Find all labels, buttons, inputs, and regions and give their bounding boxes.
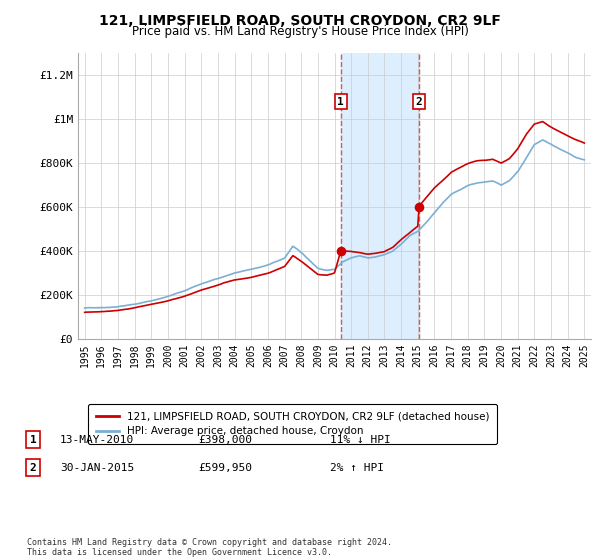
Point (336, 247, 346, 256)
Text: 1: 1 (29, 435, 37, 445)
Text: 1: 1 (337, 96, 344, 106)
Text: 2: 2 (29, 463, 37, 473)
Text: £599,950: £599,950 (198, 463, 252, 473)
Text: Price paid vs. HM Land Registry's House Price Index (HPI): Price paid vs. HM Land Registry's House … (131, 25, 469, 38)
Text: Contains HM Land Registry data © Crown copyright and database right 2024.
This d: Contains HM Land Registry data © Crown c… (27, 538, 392, 557)
Text: 13-MAY-2010: 13-MAY-2010 (60, 435, 134, 445)
Point (415, 203, 424, 212)
Text: £398,000: £398,000 (198, 435, 252, 445)
Text: 2% ↑ HPI: 2% ↑ HPI (330, 463, 384, 473)
Legend: 121, LIMPSFIELD ROAD, SOUTH CROYDON, CR2 9LF (detached house), HPI: Average pric: 121, LIMPSFIELD ROAD, SOUTH CROYDON, CR2… (88, 404, 497, 444)
Text: 30-JAN-2015: 30-JAN-2015 (60, 463, 134, 473)
Bar (341, 53, 419, 339)
Text: 2: 2 (416, 96, 422, 106)
Text: 11% ↓ HPI: 11% ↓ HPI (330, 435, 391, 445)
Text: 121, LIMPSFIELD ROAD, SOUTH CROYDON, CR2 9LF: 121, LIMPSFIELD ROAD, SOUTH CROYDON, CR2… (99, 14, 501, 28)
